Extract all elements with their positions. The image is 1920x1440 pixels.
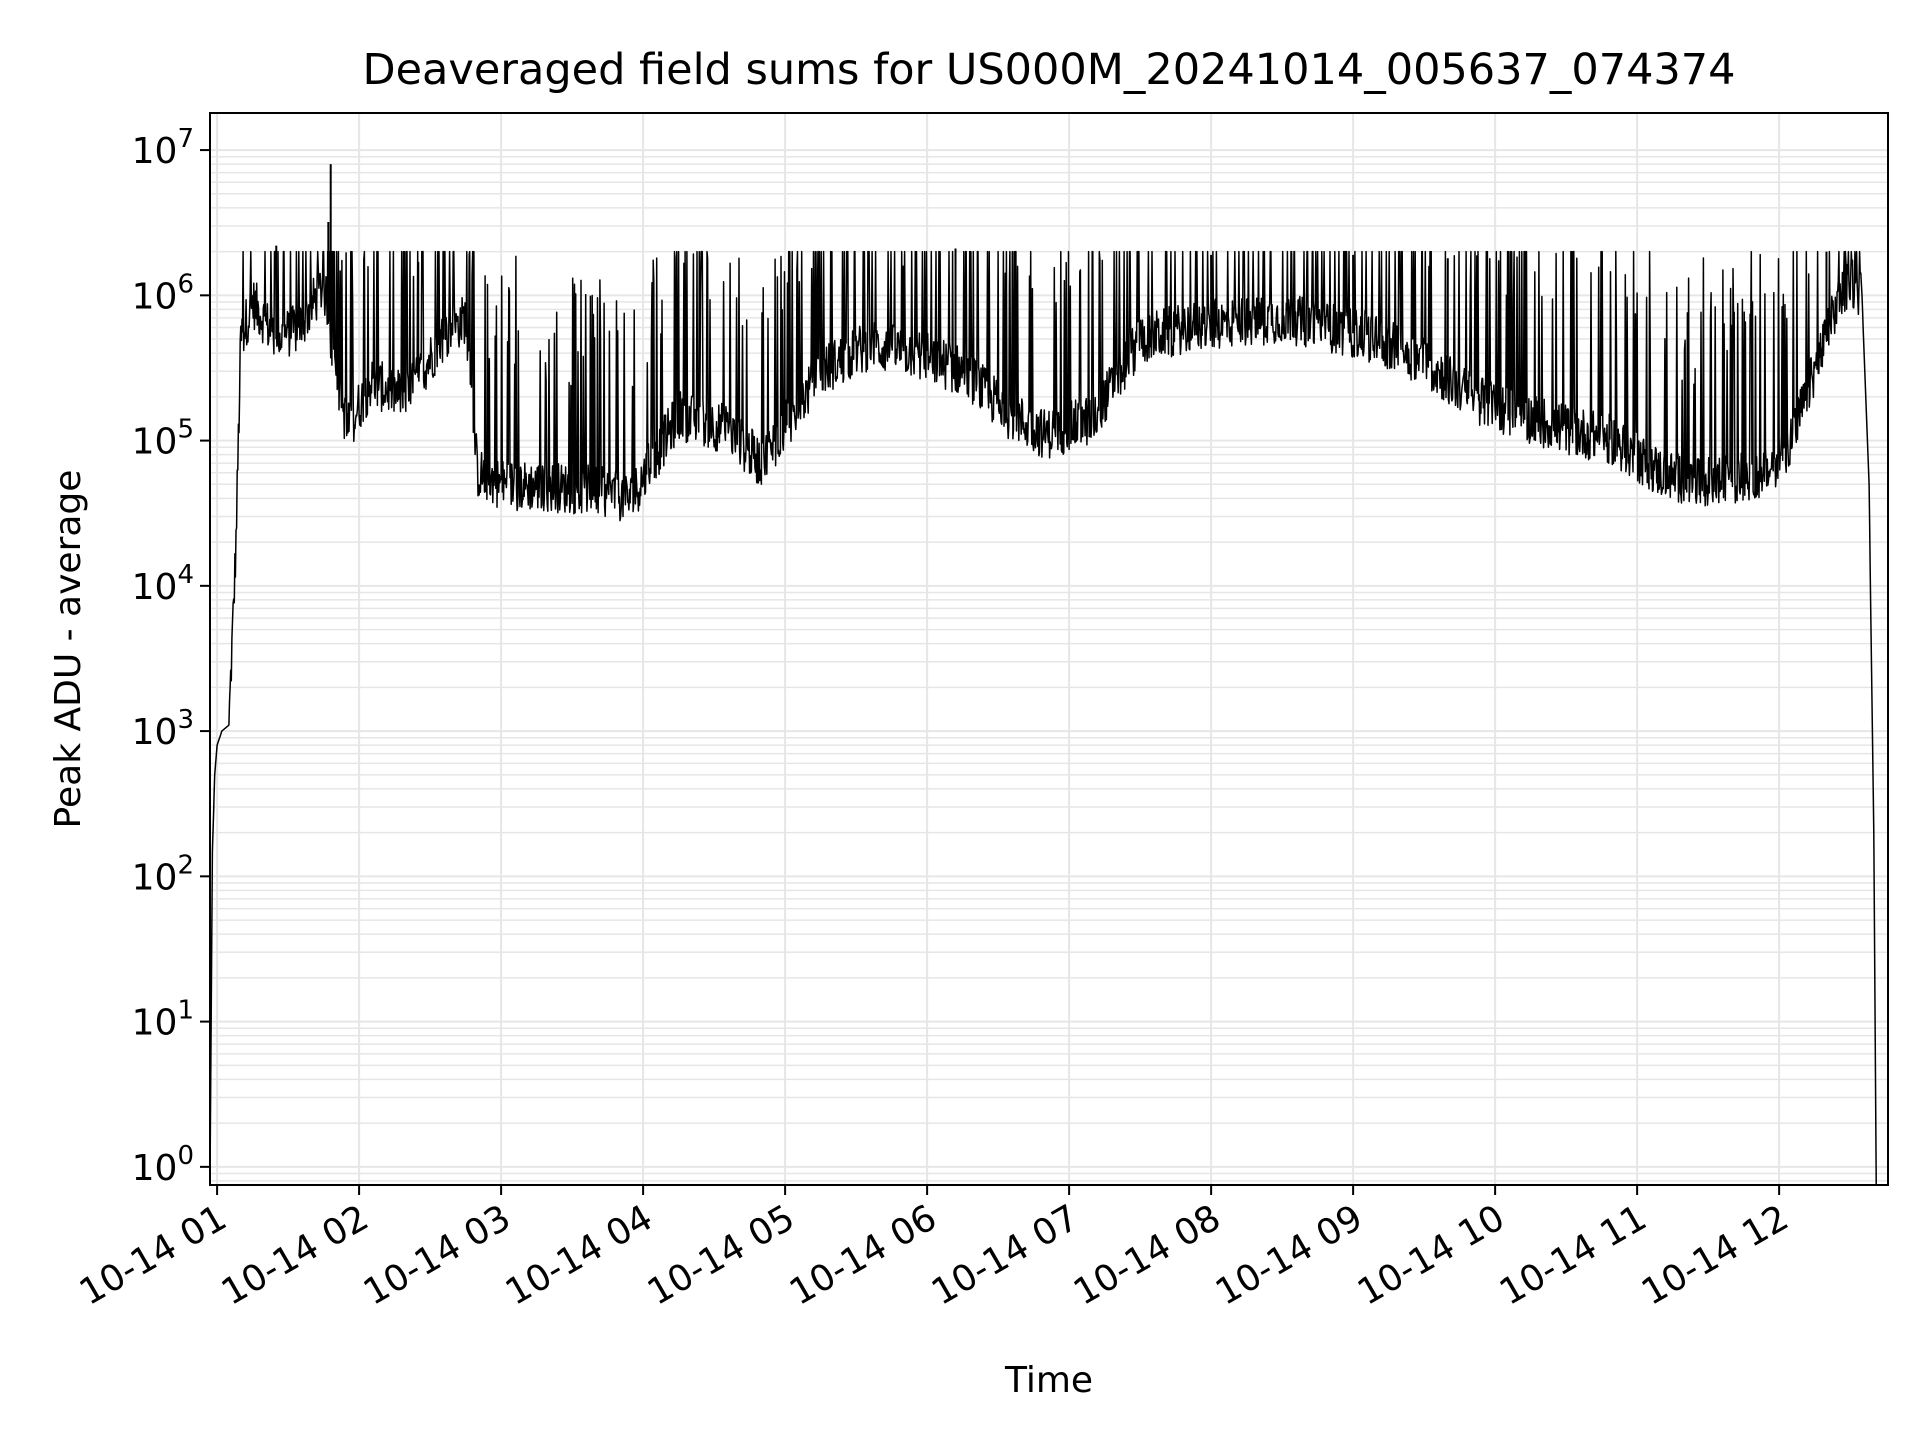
y-tick-label: 100: [132, 1141, 194, 1189]
series-line: [209, 250, 1877, 1185]
y-tick-label: 105: [132, 415, 194, 463]
chart-title: Deaveraged field sums for US000M_2024101…: [362, 45, 1735, 95]
y-tick-exponent: 7: [177, 124, 194, 154]
y-tick-exponent: 3: [177, 705, 194, 735]
y-tick-base: 10: [132, 131, 178, 172]
y-tick-exponent: 2: [177, 850, 194, 880]
y-tick-exponent: 0: [177, 1141, 194, 1171]
y-tick-base: 10: [132, 1148, 178, 1189]
y-tick-label: 107: [132, 124, 194, 172]
y-tick-exponent: 4: [177, 560, 194, 590]
plot-frame: [209, 112, 1889, 1186]
y-tick-exponent: 6: [177, 269, 194, 299]
x-axis-label: Time: [1004, 1360, 1093, 1401]
y-tick-exponent: 1: [177, 996, 194, 1026]
y-tick-label: 102: [132, 850, 194, 898]
y-tick-label: 101: [132, 996, 194, 1044]
y-tick-label: 104: [132, 560, 194, 608]
y-tick-base: 10: [132, 567, 178, 608]
y-tick-base: 10: [132, 422, 178, 463]
y-tick-exponent: 5: [177, 415, 194, 445]
y-tick-base: 10: [132, 712, 178, 753]
y-axis-label: Peak ADU - average: [48, 470, 89, 829]
y-tick-base: 10: [132, 276, 178, 317]
grid: [210, 113, 1888, 1185]
y-tick-base: 10: [132, 1003, 178, 1044]
series-group: [209, 164, 1877, 1185]
y-tick-label: 106: [132, 269, 194, 317]
y-tick-label: 103: [132, 705, 194, 753]
y-tick-base: 10: [132, 857, 178, 898]
